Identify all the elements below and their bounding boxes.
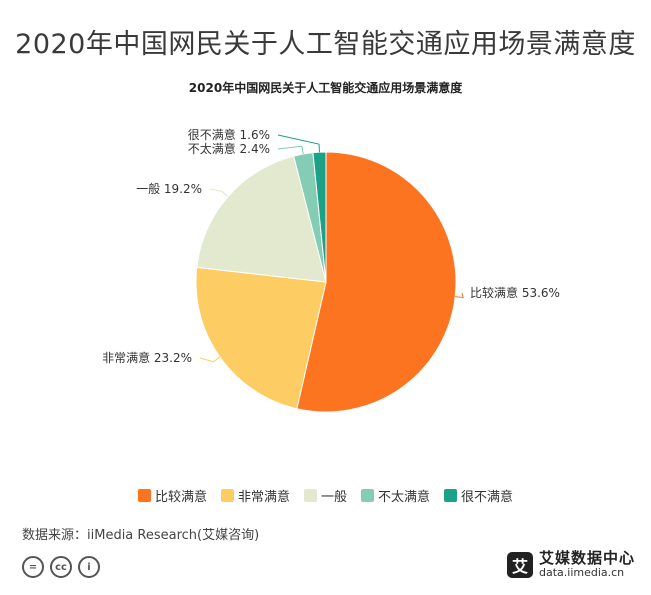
chart-title: 2020年中国网民关于人工智能交通应用场景满意度 xyxy=(188,81,463,95)
brand-name: 艾媒数据中心 xyxy=(538,549,635,567)
chart-legend: 比较满意 非常满意 一般 不太满意 很不满意 xyxy=(0,486,651,505)
legend-swatch xyxy=(220,489,234,502)
data-source: 数据来源：iiMedia Research(艾媒咨询) xyxy=(22,528,260,543)
pie-chart: 比较满意 53.6% 非常满意 23.2% 一般 19.2% 不太满意 2.4%很不满… xyxy=(102,127,560,413)
leader-line-3 xyxy=(277,145,304,155)
page-title: 2020年中国网民关于人工智能交通应用场景满意度 xyxy=(15,29,636,60)
leader-line-4 xyxy=(277,134,320,153)
legend-item-butaimanyi[interactable]: 不太满意 xyxy=(361,486,430,505)
leader-line-0 xyxy=(455,292,464,299)
person-icon: i xyxy=(78,556,100,578)
legend-swatch xyxy=(137,489,151,502)
legend-label: 非常满意 xyxy=(237,490,290,505)
data-label-0: 比较满意 53.6% xyxy=(470,285,560,300)
brand: 艾 艾媒数据中心 data.iimedia.cn xyxy=(506,549,635,579)
legend-swatch xyxy=(444,489,458,502)
cc-icon: cc xyxy=(50,556,72,578)
legend-label: 一般 xyxy=(320,490,347,505)
legend-label: 不太满意 xyxy=(378,490,431,505)
legend-label: 很不满意 xyxy=(461,490,514,505)
legend-item-henbumanyi[interactable]: 很不满意 xyxy=(444,486,513,505)
data-label-1: 非常满意 23.2% xyxy=(102,350,192,365)
pie-slice-1[interactable] xyxy=(195,266,327,410)
brand-text: 艾媒数据中心 data.iimedia.cn xyxy=(538,549,635,579)
legend-item-feichangmanyi[interactable]: 非常满意 xyxy=(220,486,290,505)
license-icons: = cc i xyxy=(22,556,100,578)
data-label-2: 一般 19.2% xyxy=(136,181,202,196)
brand-url: data.iimedia.cn xyxy=(538,565,625,579)
data-label-3: 不太满意 2.4% xyxy=(188,141,270,156)
leader-line-1 xyxy=(199,356,221,363)
data-label-4: 很不满意 1.6% xyxy=(188,127,270,142)
legend-item-yiban[interactable]: 一般 xyxy=(303,486,347,505)
legend-swatch xyxy=(361,489,374,502)
legend-label: 比较满意 xyxy=(154,490,207,505)
pie-slice-0[interactable] xyxy=(296,151,457,413)
pie-slice-2[interactable] xyxy=(196,155,327,283)
legend-item-bijiaomanyi[interactable]: 比较满意 xyxy=(137,486,207,505)
legend-swatch xyxy=(303,489,317,502)
equals-icon: = xyxy=(22,556,44,578)
brand-logo-icon: 艾 xyxy=(506,551,533,578)
leader-line-2 xyxy=(209,188,229,198)
